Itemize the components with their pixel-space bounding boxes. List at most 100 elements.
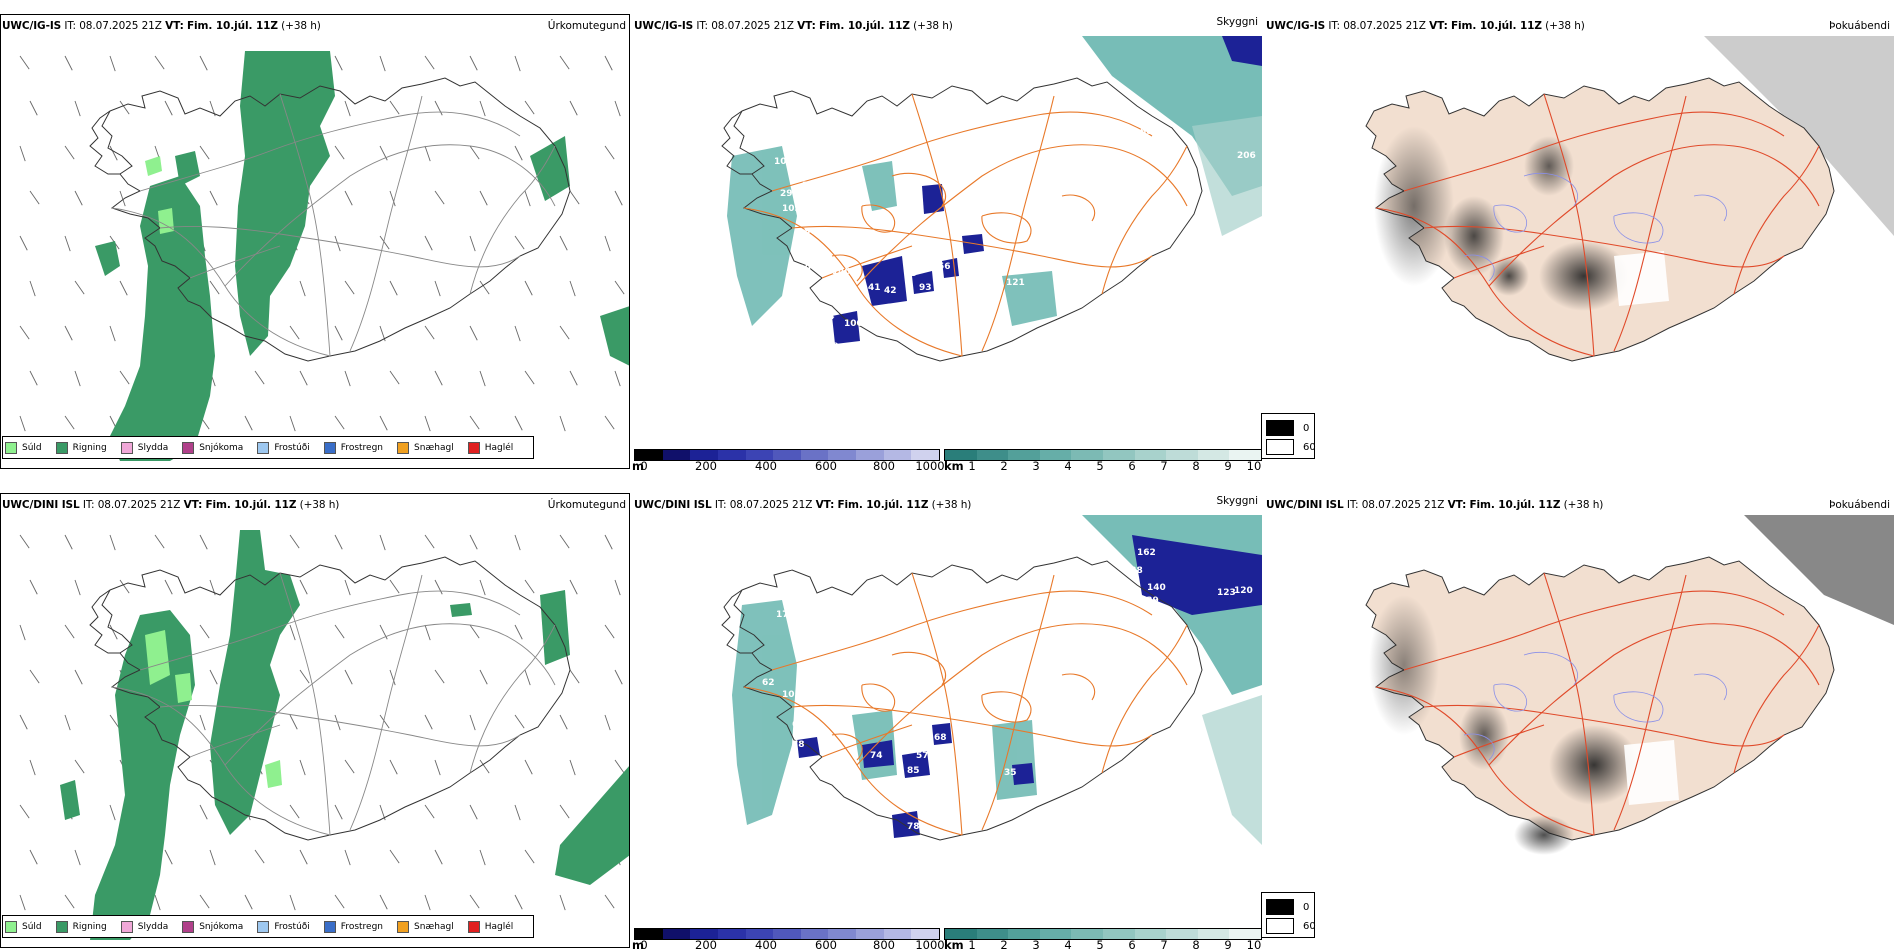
wind-barb [434, 669, 445, 684]
panel-header: UWC/IG-IS IT: 08.07.2025 21Z VT: Fim. 10… [634, 20, 953, 32]
value-label: 57 [916, 751, 929, 761]
fog-map [1365, 36, 1894, 362]
wind-barb [64, 415, 75, 430]
panel-title: Skyggni [1216, 16, 1259, 28]
wind-barb [424, 235, 433, 251]
wind-barb [524, 759, 533, 775]
wind-barb [379, 894, 388, 910]
value-label: 86 [804, 227, 817, 237]
visibility-unit: km [944, 459, 964, 473]
value-label: 93 [919, 283, 932, 293]
wind-barb [559, 714, 568, 730]
wind-barb [289, 415, 296, 432]
wind-barb [344, 579, 351, 596]
wind-barb [379, 55, 386, 72]
wind-barb [299, 370, 308, 386]
panel-title: Úrkomutegund [547, 20, 626, 32]
value-label: 162 [1137, 548, 1156, 558]
legend-item-haglel: Haglél [467, 920, 513, 933]
wind-barb [109, 714, 120, 729]
wind-barb [479, 759, 490, 774]
value-label: 140 [1147, 583, 1166, 593]
wind-barb [334, 145, 345, 160]
wind-barb [559, 894, 566, 911]
wind-barb [299, 849, 308, 865]
wind-barb [389, 280, 398, 296]
visibility-colorbar [944, 449, 1262, 461]
legend-item-frostudi: Frostúði [257, 441, 310, 454]
legend-item-frostregn: Frostregn [323, 920, 383, 933]
visibility-panel-dini: UWC/DINI ISL IT: 08.07.2025 21Z VT: Fim.… [632, 495, 1262, 952]
wind-barb [74, 280, 85, 295]
wind-barb [434, 280, 441, 297]
wind-barb [424, 714, 433, 730]
wind-barb [19, 804, 30, 819]
fog-map [1365, 515, 1894, 855]
wind-barb [514, 235, 525, 250]
wind-barb [614, 280, 625, 295]
wind-barb [109, 145, 118, 161]
wind-barb [424, 624, 431, 641]
precip-type-panel-igis: UWC/IG-IS IT: 08.07.2025 21Z VT: Fim. 10… [0, 14, 630, 469]
wind-barb [64, 235, 71, 252]
wind-barb [514, 325, 521, 342]
wind-barb [19, 894, 26, 911]
wind-barb [569, 100, 578, 116]
wind-barb [119, 280, 128, 296]
wind-barb [559, 235, 568, 251]
wind-barb [334, 624, 345, 639]
wind-barb [524, 370, 535, 385]
wind-barb [254, 849, 265, 864]
wind-barb [614, 190, 623, 206]
wind-barb [109, 624, 118, 640]
wind-barb [289, 894, 296, 911]
wind-barb [514, 55, 521, 72]
wind-barb [514, 624, 523, 640]
wind-barb [514, 145, 523, 161]
wind-barb [199, 55, 208, 71]
wind-barb [479, 100, 486, 117]
wind-barb [19, 145, 26, 162]
wind-barb [569, 669, 580, 684]
wind-barb [379, 415, 388, 431]
wind-barb [604, 894, 615, 909]
value-label: 41 [868, 283, 881, 293]
value-label: 105 [782, 690, 801, 700]
wind-barb [424, 894, 431, 911]
wind-barb [109, 325, 116, 342]
wind-barb [19, 624, 26, 641]
visibility-map: 57 17 64 99 62 105 83 68 78 74 57 85 68 … [721, 515, 1262, 845]
wind-barb [469, 145, 480, 160]
wind-barb [434, 759, 441, 776]
wind-barb [389, 759, 398, 775]
wind-barb [334, 415, 345, 430]
wind-barb [604, 55, 613, 71]
value-label: 57 [782, 563, 795, 573]
wind-barb [209, 280, 220, 295]
value-label: 106 [804, 197, 823, 207]
wind-barb [469, 624, 480, 639]
value-label: 42 [884, 286, 897, 296]
value-label: 64 [807, 623, 820, 633]
visibility-value-labels: 101 19 39 29 103 106 86 300 123 140 84 1… [774, 127, 1256, 363]
wind-barb [209, 190, 218, 206]
wind-barb [289, 714, 298, 730]
wind-barb [569, 370, 578, 386]
wind-barb [389, 100, 400, 115]
wind-barb [334, 534, 343, 550]
fog-legend: 0 60 [1261, 413, 1316, 459]
wind-barb [19, 235, 28, 251]
wind-barb [209, 849, 216, 866]
cloud-base-unit: m [632, 938, 644, 952]
visibility-map: 101 19 39 29 103 106 86 300 123 140 84 1… [721, 36, 1262, 363]
wind-barb [379, 534, 386, 551]
wind-barb [604, 624, 615, 639]
wind-barb [524, 280, 533, 296]
wind-barb [469, 415, 480, 430]
wind-barb [334, 804, 343, 820]
wind-barb [559, 415, 566, 432]
wind-barb [29, 669, 40, 684]
wind-barb [29, 579, 38, 595]
wind-barb [389, 579, 400, 594]
legend-item-slydda: Slydda [120, 441, 168, 454]
